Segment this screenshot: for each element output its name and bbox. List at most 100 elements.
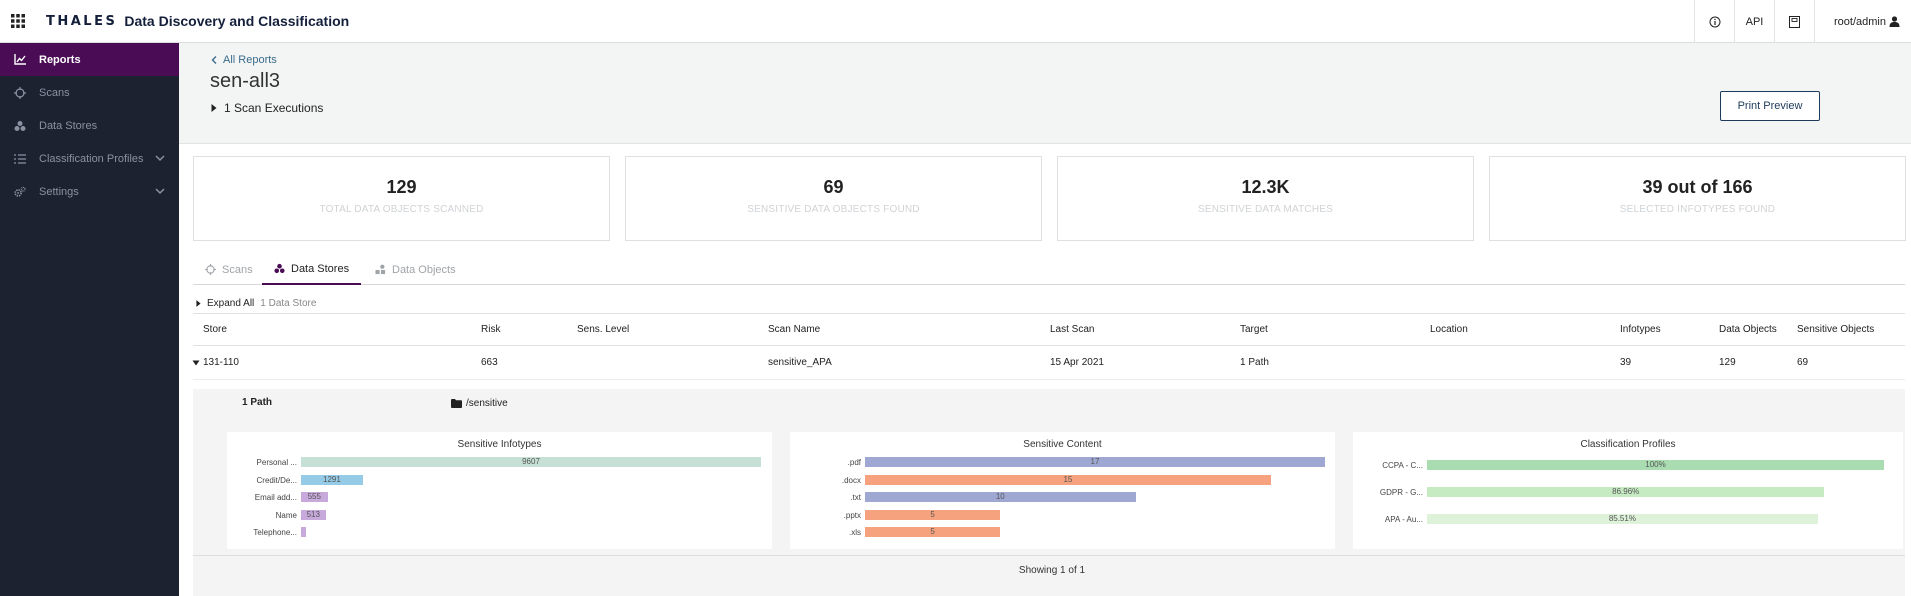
sidebar-item-classification-profiles[interactable]: Classification Profiles: [0, 142, 179, 175]
chart-category-label: Email add...: [254, 493, 297, 502]
grid-icon: [11, 14, 25, 28]
chart-bar-row: CCPA - C... 100%: [1382, 460, 1884, 471]
chart-category-label: .pdf: [847, 458, 861, 467]
chart-category-label: .pptx: [843, 510, 861, 520]
chart-bar[interactable]: 5: [865, 509, 1001, 520]
chart-bar[interactable]: 555: [301, 492, 328, 502]
tab-data-stores[interactable]: Data Stores: [262, 254, 362, 285]
user-menu[interactable]: root/admin: [1814, 0, 1911, 43]
top-bar: THALES Data Discovery and Classification…: [0, 0, 1911, 43]
chart-category-label: GDPR - G...: [1379, 488, 1423, 497]
tab-scans[interactable]: Scans: [193, 254, 265, 285]
chart-bar-row: .pdf 17: [848, 457, 1325, 468]
chart-value-label: 555: [307, 492, 321, 501]
caret-right-icon: [196, 300, 201, 307]
product-name: Data Discovery and Classification: [124, 13, 350, 29]
chart-value-label: 17: [1090, 457, 1100, 466]
chart-bar-row: GDPR - G... 86.96%: [1380, 487, 1884, 498]
column-header-infotypes[interactable]: Infotypes: [1620, 324, 1661, 335]
tab-data-objects[interactable]: Data Objects: [363, 254, 468, 285]
info-icon: [1709, 16, 1720, 27]
summary-value: 39 out of 166: [1642, 177, 1753, 197]
sidebar-item-label: Scans: [39, 86, 70, 99]
tab-label: Data Stores: [291, 262, 350, 275]
column-header-store[interactable]: Store: [203, 324, 227, 335]
divider: [193, 555, 1905, 556]
tab-label: Scans: [222, 263, 253, 276]
sidebar-item-label: Data Stores: [39, 119, 98, 132]
chart-title: Classification Profiles: [1580, 439, 1676, 450]
expand-all-toggle[interactable]: Expand All 1 Data Store: [196, 298, 316, 309]
chart-category-label: .docx: [841, 475, 861, 485]
chart-bar[interactable]: 1291: [301, 474, 363, 485]
showing-label: Showing 1 of 1: [1018, 565, 1086, 576]
sidebar-item-scans[interactable]: Scans: [0, 76, 179, 109]
cluster-icon: [14, 120, 26, 132]
app-grid-button[interactable]: [0, 0, 36, 43]
chart-bar-row: Telephone...: [253, 527, 761, 538]
chevron-down-icon: [155, 188, 165, 195]
chart-value-label: 100%: [1645, 460, 1666, 469]
chart-bar[interactable]: 85.51%: [1427, 514, 1818, 524]
docs-button[interactable]: [1774, 0, 1814, 43]
column-header-sens-level[interactable]: Sens. Level: [577, 324, 630, 335]
summary-label: SENSITIVE DATA MATCHES: [1198, 204, 1333, 215]
sidebar-item-reports[interactable]: Reports: [0, 43, 179, 76]
chart-bar[interactable]: 17: [865, 457, 1325, 467]
chart-bar[interactable]: 100%: [1427, 460, 1884, 470]
summary-card-total: 129 TOTAL DATA OBJECTS SCANNED: [193, 156, 610, 241]
column-header-data-objects[interactable]: Data Objects: [1719, 324, 1777, 335]
all-reports-link[interactable]: All Reports: [211, 54, 277, 66]
chart-classification-profiles: Classification Profiles CCPA - C... 100% G…: [1353, 432, 1903, 549]
chart-bar[interactable]: 86.96%: [1427, 487, 1825, 497]
user-icon: [1889, 16, 1900, 27]
chart-bar[interactable]: 9607: [301, 457, 761, 467]
cell-data-objects: 129: [1719, 357, 1736, 368]
chart-bar[interactable]: 15: [865, 474, 1271, 485]
chart-bar[interactable]: 10: [865, 492, 1136, 502]
brand[interactable]: THALES Data Discovery and Classification: [46, 13, 349, 29]
chart-category-label: .txt: [850, 493, 861, 502]
chart-icon: [14, 54, 26, 66]
summary-label: SENSITIVE DATA OBJECTS FOUND: [747, 204, 920, 215]
info-button[interactable]: [1694, 0, 1734, 43]
chart-value-label: 9607: [522, 457, 540, 466]
chart-bar[interactable]: 513: [301, 509, 326, 520]
chevron-left-icon: [211, 56, 217, 64]
chart-bar-row: Email add... 555: [255, 492, 761, 503]
chart-bar-row: .pptx 5: [844, 509, 1325, 521]
chart-bar[interactable]: 5: [865, 527, 1001, 537]
chart-bar-row: APA - Au... 85.51%: [1385, 514, 1884, 525]
api-button[interactable]: API: [1734, 0, 1774, 43]
chart-category-label: Name: [275, 510, 297, 520]
column-header-sensitive-objects[interactable]: Sensitive Objects: [1797, 324, 1875, 335]
top-right-actions: API root/admin: [1694, 0, 1911, 43]
row-expand-toggle[interactable]: [192, 346, 200, 379]
row-detail-panel: 1 Path /sensitive Sensitive Infotypes Pe…: [193, 389, 1905, 596]
chart-title: Sensitive Infotypes: [457, 439, 542, 450]
chart-bar[interactable]: [301, 527, 306, 537]
chart-sensitive-infotypes: Sensitive Infotypes Personal ... 9607 Cred…: [227, 432, 772, 549]
sidebar-item-data-stores[interactable]: Data Stores: [0, 109, 179, 142]
chart-bar-row: Credit/De... 1291: [257, 474, 761, 486]
chart-bar-row: .docx 15: [842, 474, 1325, 486]
column-header-target[interactable]: Target: [1240, 324, 1268, 335]
chevron-down-icon: [155, 155, 165, 162]
column-header-location[interactable]: Location: [1430, 324, 1468, 335]
sidebar-item-label: Classification Profiles: [39, 152, 144, 165]
sidebar-item-settings[interactable]: Settings: [0, 175, 179, 208]
column-header-risk[interactable]: Risk: [481, 324, 501, 335]
summary-cards: 129 TOTAL DATA OBJECTS SCANNED 69 SENSIT…: [193, 156, 1909, 241]
column-header-scan-name[interactable]: Scan Name: [768, 324, 821, 335]
scan-executions-toggle[interactable]: 1 Scan Executions: [211, 101, 323, 115]
print-preview-button[interactable]: Print Preview: [1720, 91, 1820, 121]
column-header-last-scan[interactable]: Last Scan: [1050, 324, 1095, 335]
cell-sensitive-objects: 69: [1797, 357, 1809, 368]
table-row[interactable]: 131-110 663 sensitive_APA 15 Apr 2021 1 …: [192, 346, 1905, 380]
path-count: 1 Path: [242, 397, 273, 408]
summary-card-infotypes: 39 out of 166 SELECTED INFOTYPES FOUND: [1489, 156, 1906, 241]
book-icon: [1789, 15, 1800, 28]
chart-value-label: 15: [1063, 474, 1073, 484]
path-item[interactable]: /sensitive: [451, 398, 508, 409]
summary-value: 129: [386, 177, 417, 197]
